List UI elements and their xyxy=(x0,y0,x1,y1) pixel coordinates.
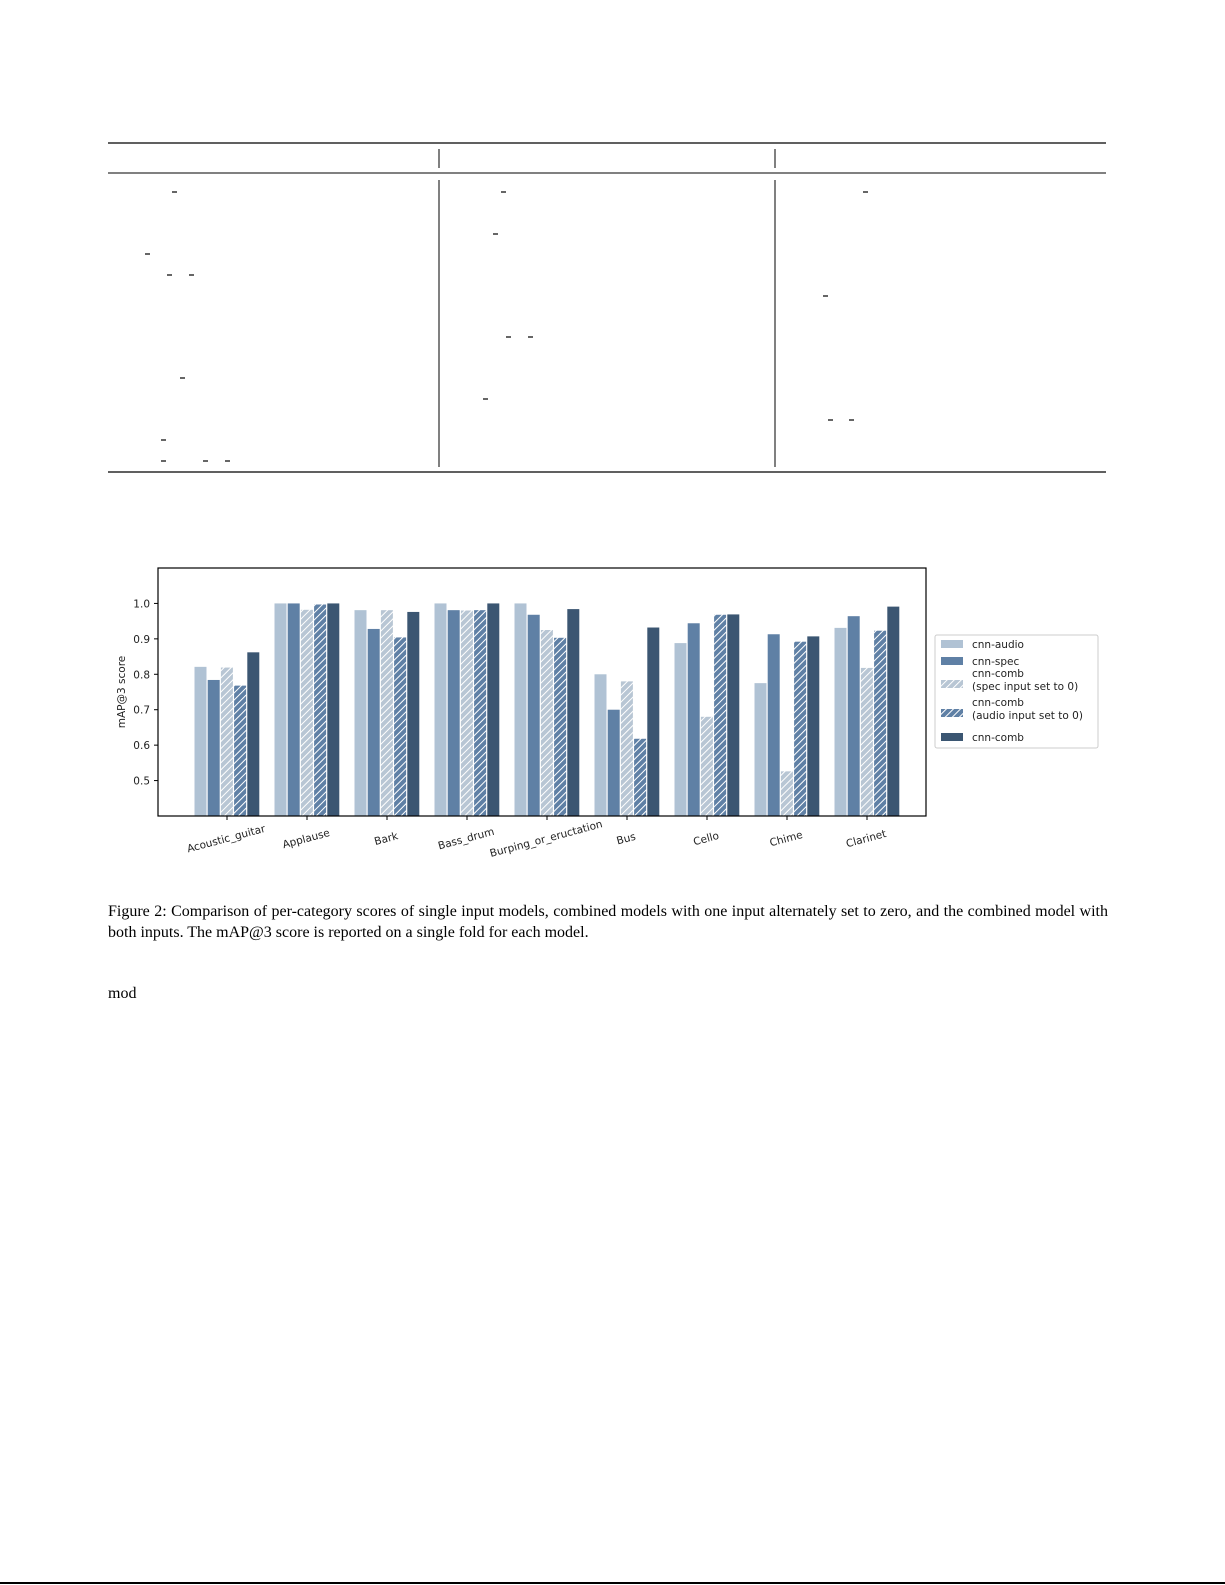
x-tick-label: Applause xyxy=(281,827,331,851)
bar-cnn-comb-Bark xyxy=(407,611,420,816)
y-axis-label: mAP@3 score xyxy=(116,656,128,728)
bar-cnn-comb-Applause xyxy=(314,604,327,816)
y-tick-label: 0.9 xyxy=(133,634,150,646)
bar-cnn-comb-Bark xyxy=(380,610,393,816)
legend-swatch xyxy=(941,640,963,648)
bar-cnn-comb-Clarinet xyxy=(887,606,900,816)
bar-cnn-audio-Bass_drum xyxy=(434,603,447,816)
bar-cnn-spec-Applause xyxy=(287,603,300,816)
bar-cnn-comb-Chime xyxy=(794,641,807,816)
y-tick-label: 0.8 xyxy=(133,669,150,681)
bar-chart: Acoustic_guitar Applause Bark Bass_drumBurp… xyxy=(116,567,1099,860)
bar-cnn-comb-Cello xyxy=(727,614,740,816)
bar-cnn-spec-Cello xyxy=(687,623,700,816)
bar-cnn-comb-Burping_or_eructation xyxy=(540,630,553,816)
legend-swatch xyxy=(941,709,963,717)
bar-cnn-comb-Bass_drum xyxy=(474,610,487,816)
bar-cnn-audio-Chime xyxy=(754,683,767,816)
x-tick-label: Bark xyxy=(373,830,400,848)
bar-cnn-comb-Applause xyxy=(327,603,340,816)
x-tick-label: Burping_or_eructation xyxy=(489,818,604,860)
legend-label: cnn-audio xyxy=(972,639,1024,651)
figure-caption: Figure 2: Comparison of per-category sco… xyxy=(108,903,1108,941)
bar-cnn-spec-Burping_or_eructation xyxy=(527,614,540,816)
legend-label: cnn-comb xyxy=(972,732,1024,744)
legend-label: cnn-comb xyxy=(972,697,1024,709)
bar-cnn-comb-Chime xyxy=(807,636,820,816)
bar-cnn-comb-Acoustic_guitar xyxy=(220,667,233,816)
bar-cnn-spec-Clarinet xyxy=(847,616,860,816)
bar-cnn-spec-Bark xyxy=(367,628,380,816)
bar-cnn-audio-Burping_or_eructation xyxy=(514,603,527,816)
bar-cnn-audio-Bark xyxy=(354,610,367,816)
legend-swatch xyxy=(941,733,963,741)
legend-swatch xyxy=(941,657,963,665)
bar-cnn-spec-Acoustic_guitar xyxy=(207,679,220,816)
x-tick-label: Acoustic_guitar xyxy=(186,823,268,856)
bar-cnn-comb-Clarinet xyxy=(874,630,887,816)
legend-label: cnn-spec xyxy=(972,656,1019,668)
bar-cnn-comb-Clarinet xyxy=(860,667,873,816)
legend-label: (audio input set to 0) xyxy=(972,710,1083,722)
bar-cnn-audio-Clarinet xyxy=(834,627,847,816)
bar-cnn-comb-Acoustic_guitar xyxy=(234,685,247,816)
x-tick-label: Chime xyxy=(768,829,804,849)
bar-cnn-audio-Cello xyxy=(674,643,687,816)
legend-label: (spec input set to 0) xyxy=(972,681,1078,693)
plot-frame xyxy=(157,567,927,817)
bar-cnn-comb-Burping_or_eructation xyxy=(567,609,580,816)
page-bottom-rule xyxy=(0,1582,1225,1584)
bar-cnn-comb-Cello xyxy=(714,614,727,816)
bar-cnn-comb-Bark xyxy=(394,637,407,816)
bar-cnn-spec-Bus xyxy=(607,709,620,816)
bar-cnn-comb-Bus xyxy=(620,681,633,816)
y-tick-label: 0.7 xyxy=(133,705,150,717)
bar-cnn-comb-Bus xyxy=(647,627,660,816)
y-tick-label: 1.0 xyxy=(133,598,150,610)
bar-cnn-spec-Chime xyxy=(767,634,780,816)
legend-label: cnn-comb xyxy=(972,668,1024,680)
y-tick-label: 0.6 xyxy=(133,740,150,752)
bar-cnn-audio-Bus xyxy=(594,674,607,816)
legend-swatch xyxy=(941,680,963,688)
body-text-fragment: mod xyxy=(108,985,137,1002)
y-tick-label: 0.5 xyxy=(133,776,150,788)
bar-cnn-audio-Acoustic_guitar xyxy=(194,666,207,816)
bar-cnn-comb-Burping_or_eructation xyxy=(554,637,567,816)
bar-cnn-comb-Bass_drum xyxy=(460,610,473,816)
bar-cnn-comb-Applause xyxy=(300,609,313,816)
x-tick-label: Cello xyxy=(692,830,720,848)
bar-cnn-comb-Bass_drum xyxy=(487,603,500,816)
bar-cnn-spec-Bass_drum xyxy=(447,610,460,816)
bar-cnn-comb-Chime xyxy=(780,771,793,816)
results-table xyxy=(108,142,1106,473)
bar-cnn-comb-Acoustic_guitar xyxy=(247,652,260,816)
bar-cnn-audio-Applause xyxy=(274,603,287,816)
x-tick-label: Bass_drum xyxy=(437,826,496,853)
bar-cnn-comb-Cello xyxy=(700,716,713,816)
x-tick-label: Clarinet xyxy=(845,828,888,850)
bar-cnn-comb-Bus xyxy=(634,738,647,816)
legend-box xyxy=(934,634,1099,749)
x-tick-label: Bus xyxy=(615,831,637,848)
